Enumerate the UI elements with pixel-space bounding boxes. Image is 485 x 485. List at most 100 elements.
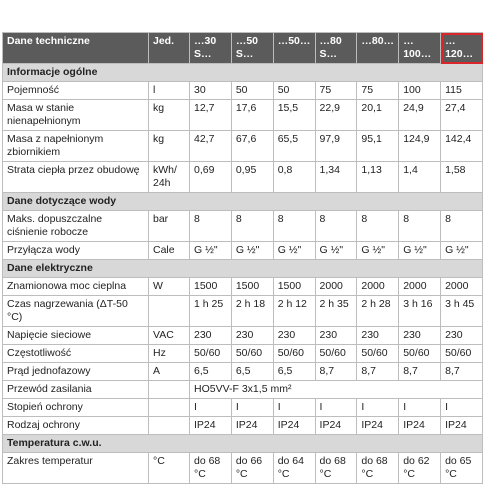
value-cell: 8 [230,210,274,242]
value-cell: 50/60 [440,344,483,363]
value-cell: 230 [356,326,400,345]
value-cell: 50/60 [314,344,358,363]
value-cell: 97,9 [314,130,358,162]
header-cell: …30 S… [189,32,232,64]
value-cell: 8 [272,210,316,242]
value-cell: 24,9 [398,99,442,131]
value-cell: IP24 [230,416,274,435]
value-cell: IP24 [314,416,358,435]
value-cell: 1500 [272,277,316,296]
value-cell: G ½" [398,241,442,260]
unit-cell [148,416,190,435]
value-cell: 50/60 [189,344,232,363]
value-cell: 6,5 [272,362,316,381]
value-cell: 100 [398,81,442,100]
value-cell: 75 [356,81,400,100]
value-cell: 50/60 [398,344,442,363]
value-cell: 30 [189,81,232,100]
unit-cell: Hz [148,344,190,363]
value-cell: 3 h 16 [398,295,442,327]
value-cell: 8,7 [356,362,400,381]
row-label: Prąd jednofazowy [2,362,149,381]
row-label: Rodzaj ochrony [2,416,149,435]
value-cell: 50 [230,81,274,100]
row-label: Znamionowa moc cieplna [2,277,149,296]
value-cell: 2000 [440,277,483,296]
value-cell: 8,7 [440,362,483,381]
value-cell: 8 [314,210,358,242]
unit-cell: kWh/ 24h [148,161,190,193]
unit-cell: °C [148,452,190,484]
value-cell: 2000 [356,277,400,296]
value-cell: I [440,398,483,417]
value-cell: 8 [189,210,232,242]
table-row: Przyłącza wody Cale G ½" G ½" G ½" G ½" G ½" G … [2,241,483,260]
table-row: Rodzaj ochrony IP24 IP24 IP24 IP24 IP24 IP24 IP… [2,416,483,435]
value-cell: 50/60 [356,344,400,363]
value-cell: I [189,398,232,417]
header-row: Dane techniczne Jed. …30 S… …50 S… …50… …80 S… [2,32,483,64]
table-row: Stopień ochrony I I I I I I I [2,398,483,417]
value-cell: G ½" [272,241,316,260]
value-cell: 75 [314,81,358,100]
value-cell: do 66 °C [230,452,274,484]
value-cell: 2 h 28 [356,295,400,327]
value-cell: 50/60 [272,344,316,363]
value-cell: G ½" [189,241,232,260]
value-cell: 1500 [189,277,232,296]
value-cell: 8 [398,210,442,242]
value-cell: 3 h 45 [440,295,483,327]
value-cell: IP24 [440,416,483,435]
value-cell: do 62 °C [398,452,442,484]
header-cell: …50… [272,32,316,64]
row-label: Strata ciepła przez obudowę [2,161,149,193]
table-row: Napięcie sieciowe VAC 230 230 230 230 230 230 23… [2,326,483,345]
value-cell: 230 [440,326,483,345]
value-cell: 95,1 [356,130,400,162]
row-label: Zakres temperatur [2,452,149,484]
table-row: Masa z napełnionym zbiornikiem kg 42,7 67,6… [2,130,483,162]
table-row: Dane dotyczące wody [2,192,483,211]
unit-cell: kg [148,99,190,131]
value-cell: do 68 °C [356,452,400,484]
value-cell: G ½" [314,241,358,260]
value-cell: 8,7 [314,362,358,381]
unit-cell: A [148,362,190,381]
value-cell: 1 h 25 [189,295,232,327]
value-cell: 8 [440,210,483,242]
value-cell: IP24 [272,416,316,435]
row-label: Maks. dopuszczalne ciśnienie robocze [2,210,149,242]
value-cell: 2000 [398,277,442,296]
value-cell: 27,4 [440,99,483,131]
row-label: Masa w stanie nienapełnionym [2,99,149,131]
table-row: Częstotliwość Hz 50/60 50/60 50/60 50/60 50/60… [2,344,483,363]
value-cell: I [356,398,400,417]
value-cell: 15,5 [272,99,316,131]
value-cell: 8 [356,210,400,242]
table-row: Maks. dopuszczalne ciśnienie robocze bar 8… [2,210,483,242]
value-cell: 1,13 [356,161,400,193]
value-cell: 1,58 [440,161,483,193]
value-cell: 1,34 [314,161,358,193]
value-cell: 0,69 [189,161,232,193]
table-row: Strata ciepła przez obudowę kWh/ 24h 0,69 0… [2,161,483,193]
value-cell: 2 h 12 [272,295,316,327]
header-cell: …100… [398,32,442,64]
unit-cell: kg [148,130,190,162]
value-cell: 42,7 [189,130,232,162]
value-cell: 124,9 [398,130,442,162]
value-cell: 50 [272,81,316,100]
value-cell: 230 [272,326,316,345]
value-cell: 2000 [314,277,358,296]
value-cell: 230 [230,326,274,345]
value-cell: 22,9 [314,99,358,131]
value-cell: 2 h 18 [230,295,274,327]
table-row: Zakres temperatur °C do 68 °C do 66 °C do 64… [2,452,483,484]
value-cell: 12,7 [189,99,232,131]
value-cell: I [272,398,316,417]
value-cell: 230 [314,326,358,345]
value-cell: do 64 °C [272,452,316,484]
row-label: Napięcie sieciowe [2,326,149,345]
table-row: Pojemność l 30 50 50 75 75 100 115 [2,81,483,100]
